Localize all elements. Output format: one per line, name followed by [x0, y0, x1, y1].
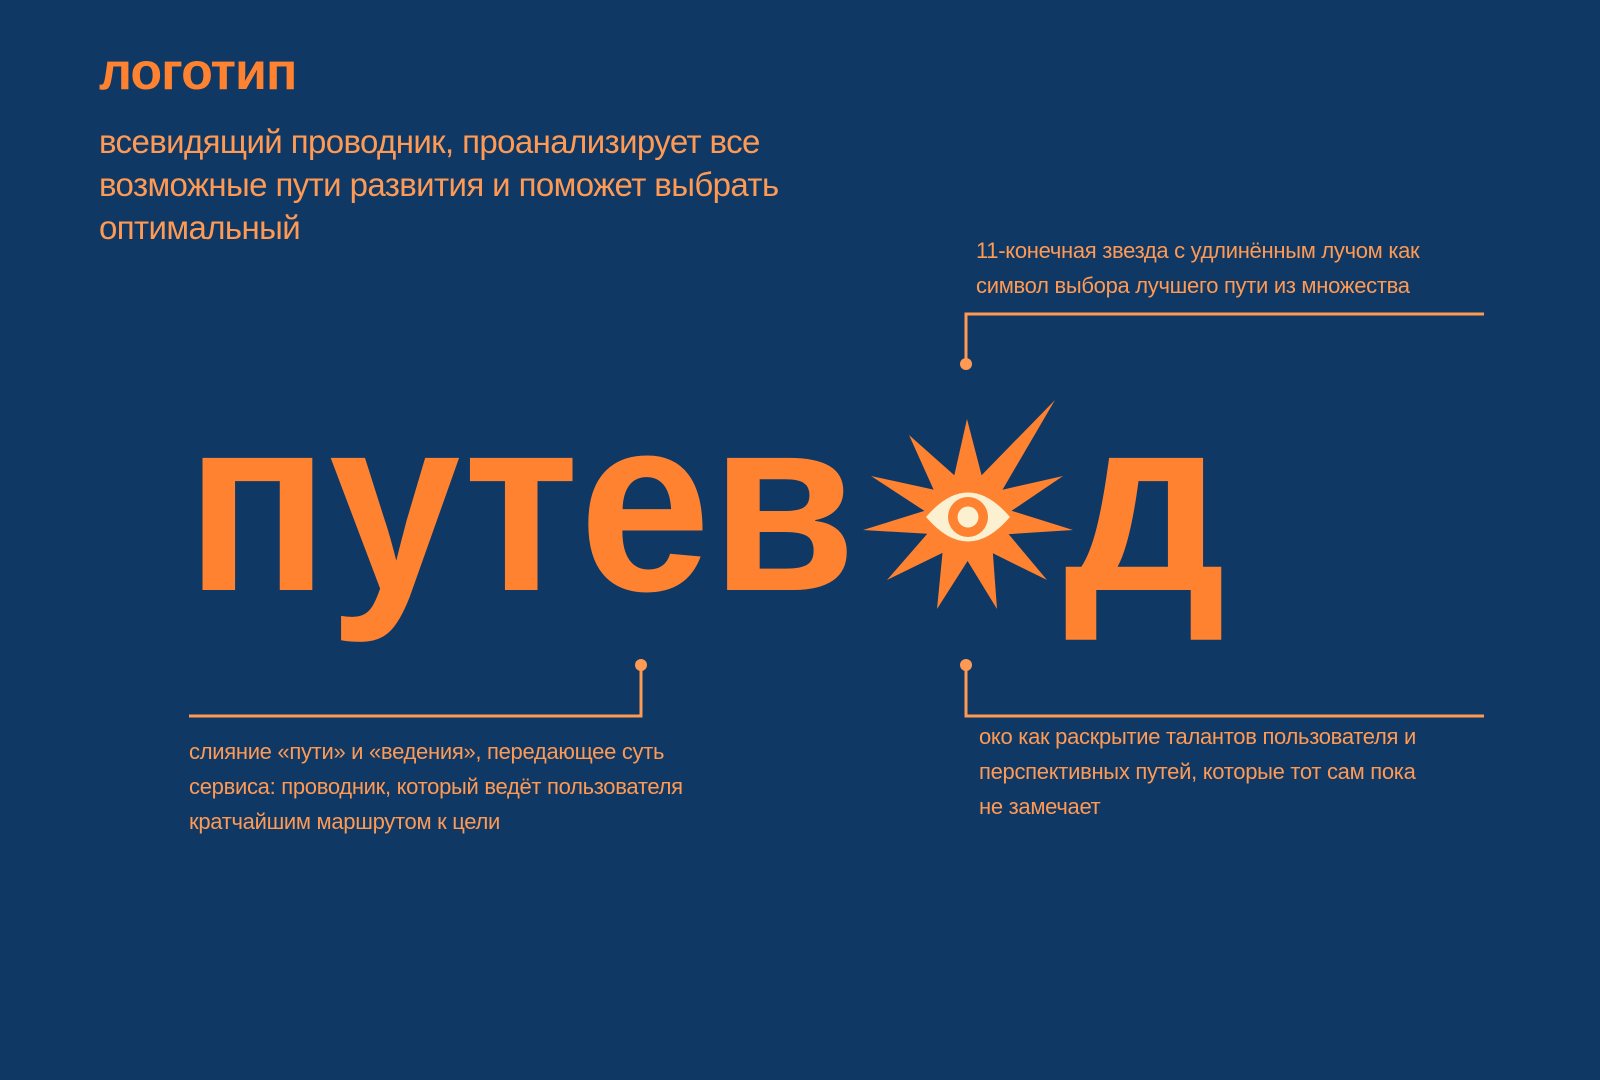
annotation-line: сервиса: проводник, который ведёт пользо… [189, 774, 683, 799]
annotation-line: слияние «пути» и «ведения», передающее с… [189, 739, 665, 764]
eye-callout-dot [960, 659, 972, 671]
wordmark-right: д [1064, 364, 1226, 643]
star-callout-line [964, 312, 1484, 364]
name-annotation: слияние «пути» и «ведения», передающее с… [189, 734, 683, 839]
pupil-icon [957, 506, 979, 528]
annotation-line: не замечает [979, 794, 1101, 819]
description: всевидящий проводник, проанализирует все… [99, 123, 779, 246]
page-title: логотип [99, 43, 297, 101]
name-callout-dot [635, 659, 647, 671]
name-callout-line [189, 665, 643, 718]
wordmark-left: путев [186, 364, 856, 643]
annotation-line: 11-конечная звезда с удлинённым лучом ка… [976, 238, 1420, 263]
eye-callout-line [964, 665, 1484, 718]
annotation-line: кратчайшим маршрутом к цели [189, 809, 501, 834]
annotation-line: символ выбора лучшего пути из множества [976, 273, 1410, 298]
annotation-line: перспективных путей, которые тот сам пок… [979, 759, 1416, 784]
eye-annotation: око как раскрытие талантов пользователя … [979, 719, 1416, 824]
star-eye-icon [863, 400, 1073, 609]
annotation-line: око как раскрытие талантов пользователя … [979, 724, 1416, 749]
star-annotation: 11-конечная звезда с удлинённым лучом ка… [976, 233, 1420, 303]
star-callout-dot [960, 358, 972, 370]
